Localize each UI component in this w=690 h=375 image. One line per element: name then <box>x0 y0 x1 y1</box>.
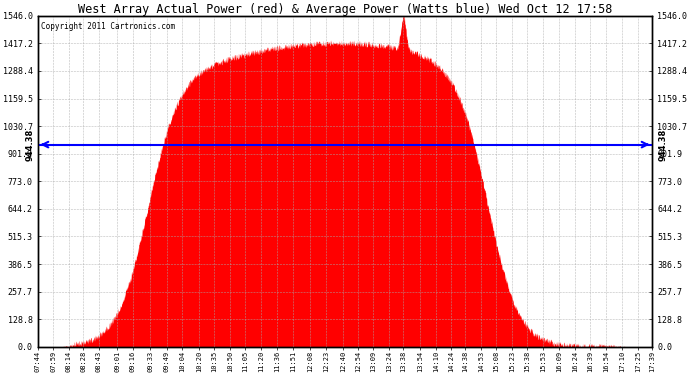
Title: West Array Actual Power (red) & Average Power (Watts blue) Wed Oct 12 17:58: West Array Actual Power (red) & Average … <box>78 3 612 16</box>
Text: Copyright 2011 Cartronics.com: Copyright 2011 Cartronics.com <box>41 22 175 32</box>
Text: 944.38: 944.38 <box>26 129 34 161</box>
Text: 944.38: 944.38 <box>658 129 667 161</box>
